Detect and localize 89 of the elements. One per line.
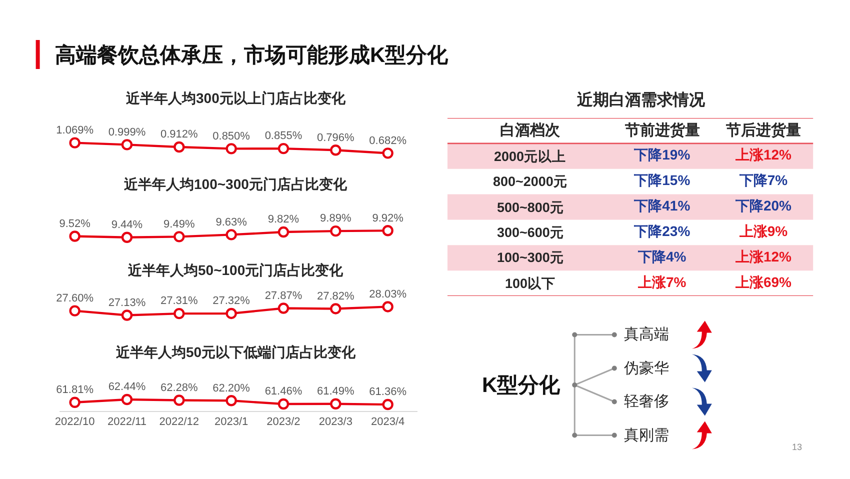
data-label: 9.49% xyxy=(164,218,195,230)
data-label: 9.44% xyxy=(111,219,143,232)
data-label: 61.36% xyxy=(369,386,407,398)
x-tick-label: 2023/2 xyxy=(266,416,300,428)
data-label: 61.81% xyxy=(56,384,94,396)
text: 13 xyxy=(792,442,802,452)
category-label: 800~2000元 xyxy=(493,174,568,189)
x-tick-label: 2023/4 xyxy=(371,416,405,428)
data-label: 62.44% xyxy=(108,381,146,394)
text: 上涨7% xyxy=(638,274,686,290)
category-label: 2000元以上 xyxy=(494,149,566,164)
data-label: 28.03% xyxy=(369,288,407,300)
x-tick-label: 2022/11 xyxy=(108,416,146,428)
text: 下降20% xyxy=(735,198,792,214)
point xyxy=(226,308,237,320)
data-label: 0.912% xyxy=(160,128,198,141)
text: 上涨9% xyxy=(739,222,788,239)
text: 下降19% xyxy=(634,146,690,163)
point xyxy=(174,231,185,242)
data-label: 0.999% xyxy=(108,126,146,138)
point xyxy=(121,139,133,150)
point xyxy=(330,303,342,314)
data-label: 27.60% xyxy=(56,292,94,304)
category-label: 真高端 xyxy=(624,326,669,343)
point xyxy=(69,137,80,148)
data-label: 61.46% xyxy=(264,386,302,398)
point xyxy=(174,141,185,153)
point xyxy=(382,225,394,236)
chart-title: 近半年人均50~100元门店占比变化 xyxy=(127,262,344,278)
data-label: 9.63% xyxy=(216,216,248,228)
text: 上涨12% xyxy=(735,248,792,264)
data-label: 27.82% xyxy=(317,290,355,302)
point xyxy=(330,225,342,237)
point xyxy=(278,302,290,314)
data-label: 0.855% xyxy=(264,130,302,142)
data-label: 27.32% xyxy=(212,295,250,308)
data-label: 61.49% xyxy=(317,386,355,398)
text: 上涨12% xyxy=(735,146,792,163)
text: 下降15% xyxy=(634,172,690,188)
data-label: 27.31% xyxy=(160,295,198,308)
category-label: 100以下 xyxy=(505,276,556,291)
category-label: 500~800元 xyxy=(497,200,564,215)
text: 白酒档次 xyxy=(500,122,561,139)
x-tick-label: 2022/10 xyxy=(54,416,95,428)
point xyxy=(174,308,185,320)
point xyxy=(69,230,80,242)
point xyxy=(278,142,290,154)
category-label: 300~600元 xyxy=(497,225,564,240)
text: K型分化 xyxy=(482,374,562,397)
data-label: 1.069% xyxy=(56,124,94,136)
point xyxy=(121,310,133,321)
category-label: 伪豪华 xyxy=(624,360,669,377)
data-label: 0.682% xyxy=(369,134,407,147)
point xyxy=(330,144,342,156)
data-label: 9.89% xyxy=(320,212,352,225)
x-tick-label: 2023/1 xyxy=(214,416,248,428)
data-label: 62.28% xyxy=(160,382,198,394)
category-label: 节前进货量 xyxy=(624,122,700,139)
category-label: 100~300元 xyxy=(497,250,564,265)
point xyxy=(278,226,290,238)
category-label: 轻奢侈 xyxy=(624,393,669,410)
chart-title: 近半年人均100~300元门店占比变化 xyxy=(123,176,348,192)
text: 高端餐饮总体承压，市场可能形成K型分化 xyxy=(55,43,450,67)
data-label: 27.13% xyxy=(108,296,146,309)
text: 下降4% xyxy=(638,248,686,264)
x-tick-label: 2023/3 xyxy=(318,416,352,428)
chart-title: 近半年人均300元以上门店占比变化 xyxy=(125,90,346,106)
data-label: 9.52% xyxy=(59,218,91,230)
x-tick-label: 2022/12 xyxy=(159,416,200,428)
point xyxy=(382,148,394,159)
data-label: 9.82% xyxy=(268,214,300,226)
data-label: 62.20% xyxy=(212,382,250,394)
point xyxy=(69,305,80,316)
text: 下降23% xyxy=(634,222,690,239)
chart-title: 近半年人均50元以下低端门店占比变化 xyxy=(115,344,357,360)
text: 上涨69% xyxy=(735,274,792,290)
point xyxy=(226,143,237,154)
data-label: 27.87% xyxy=(264,290,302,302)
point xyxy=(382,301,394,312)
text: 近期白酒需求情况 xyxy=(576,91,706,109)
category-label: 真刚需 xyxy=(624,427,669,444)
point xyxy=(121,232,133,243)
data-label: 0.850% xyxy=(212,130,250,142)
text: 下降41% xyxy=(634,198,690,214)
data-label: 9.92% xyxy=(372,212,404,224)
point xyxy=(226,229,237,240)
text: 下降7% xyxy=(739,172,788,188)
data-label: 0.796% xyxy=(317,132,355,144)
category-label: 节后进货量 xyxy=(725,122,801,139)
